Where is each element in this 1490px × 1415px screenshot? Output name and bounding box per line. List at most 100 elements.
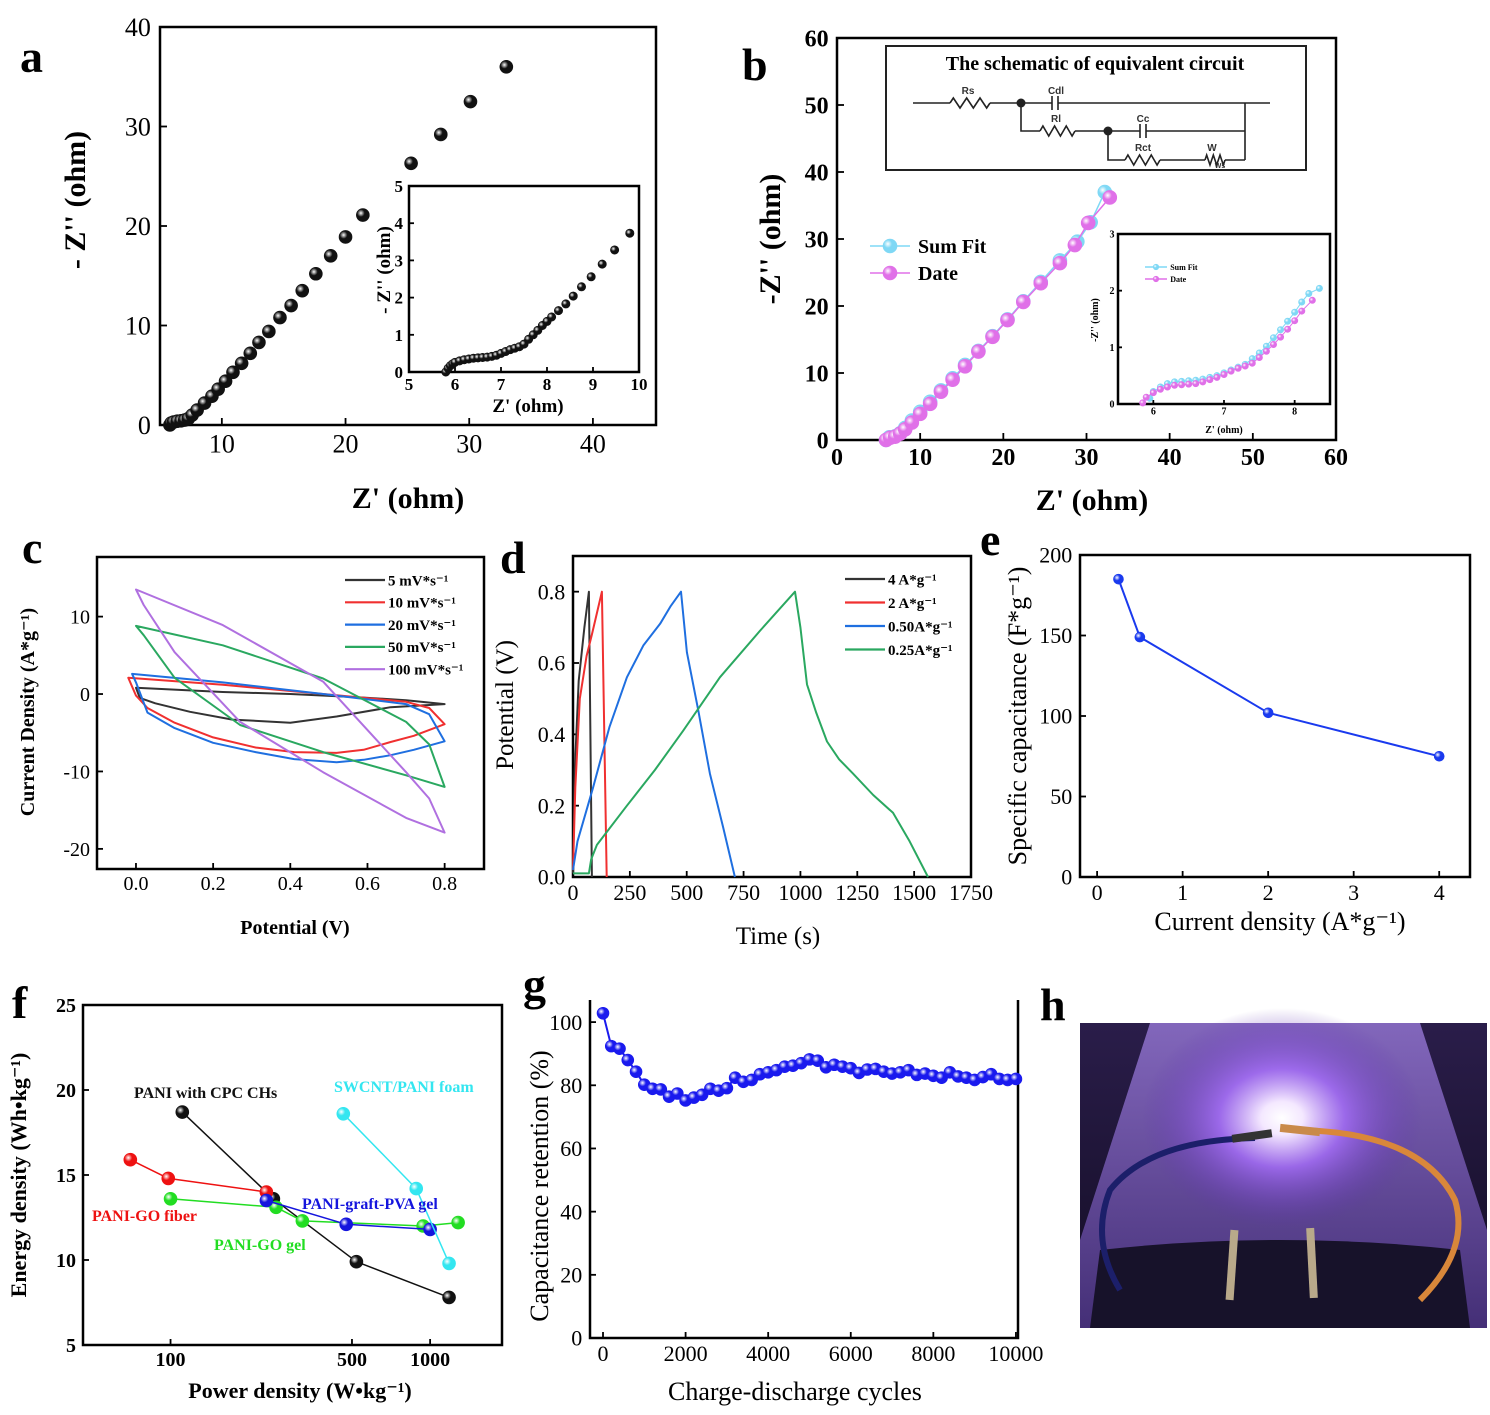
a-data-point [463, 94, 478, 109]
g-retention-point [720, 1081, 734, 1095]
b-y-tick-label: 20 [805, 294, 829, 320]
c-x-tick-label: 0.6 [355, 873, 380, 895]
panel-label-h: h [1040, 979, 1066, 1030]
a-inset-data-point [576, 282, 586, 292]
f-swcnt-pani-point [409, 1181, 424, 1196]
e-y-tick-label: 200 [1039, 543, 1072, 568]
b-x-tick-label: 50 [1241, 445, 1265, 471]
c-100mv-line [135, 588, 446, 834]
d-x-tick-label: 1250 [835, 880, 879, 905]
e-capacitance-point [1433, 750, 1445, 762]
f-pani-go-fiber-point [161, 1171, 176, 1186]
c-series-10mv [127, 676, 446, 754]
d-x-tick-label: 1750 [949, 880, 993, 905]
d-series-050a [572, 590, 736, 878]
g-y-tick-label: 20 [560, 1263, 582, 1288]
g-retention-point [621, 1053, 635, 1067]
a-series-data [163, 60, 514, 432]
b-inset-date-point [1269, 340, 1277, 348]
a-inset-y-tick-label: 1 [395, 326, 404, 345]
a-inset-y-tick-label: 0 [395, 363, 404, 382]
e-series-capacitance [1113, 573, 1445, 762]
f-y-tick-label: 20 [56, 1080, 76, 1102]
a-data-point [309, 266, 323, 281]
a-data-point [404, 156, 418, 171]
b-date-point [957, 358, 973, 374]
g-x-tick-label: 8000 [911, 1341, 955, 1366]
a-inset-data-point [597, 259, 607, 269]
circuit-label-cc: Cc [1137, 114, 1150, 125]
b-y-tick-label: 0 [817, 428, 829, 454]
legend-label: 100 mV*s⁻¹ [388, 662, 463, 678]
legend-label: Date [918, 263, 958, 285]
alligator-clip-left [1225, 1229, 1239, 1301]
a-data-point [295, 283, 310, 298]
circuit-title: The schematic of equivalent circuit [946, 53, 1245, 75]
a-x-tick-label: 20 [333, 429, 359, 458]
f-axes-frame [81, 1003, 504, 1347]
b-inset-date-point [1199, 378, 1207, 386]
b-x-tick-label: 20 [991, 445, 1015, 471]
e-capacitance-point [1134, 631, 1146, 643]
legend-label: 4 A*g⁻¹ [888, 572, 937, 588]
a-data-point [226, 365, 240, 380]
a-y-axis-label: - Z'' (ohm) [59, 131, 92, 269]
f-x-tick-label: 500 [337, 1349, 367, 1371]
a-y-tick-label: 0 [138, 411, 151, 440]
b-date-point [985, 329, 1000, 345]
e-capacitance-line [1117, 578, 1440, 758]
g-x-tick-label: 0 [598, 1341, 609, 1366]
circuit-node [1103, 126, 1113, 136]
b-inset-date-point [1284, 325, 1292, 333]
c-series-5mv [135, 686, 446, 724]
panel-h-photo [1080, 1008, 1487, 1328]
legend-label: 5 mV*s⁻¹ [388, 573, 448, 589]
c-series-20mv [131, 672, 446, 764]
b-date-point [945, 372, 960, 388]
panel-f: 100 500 1000 5 10 15 20 25 Power density (W•kg⁻¹… [6, 995, 504, 1403]
a-data-point [284, 298, 298, 313]
f-x-tick-label: 100 [156, 1349, 186, 1371]
a-inset-x-tick-label: 6 [451, 375, 460, 394]
b-inset-date-point [1149, 389, 1157, 397]
b-inset-date-point [1213, 373, 1221, 381]
b-date-point [1000, 312, 1015, 328]
e-axes-frame [1078, 553, 1472, 879]
a-x-axis-label: Z' (ohm) [352, 482, 465, 515]
b-legend: Sum Fit Date [870, 236, 987, 285]
f-pani-go-gel-point [295, 1214, 310, 1228]
a-y-tick-label: 20 [125, 212, 151, 241]
resistor-rct-symbol [1124, 153, 1161, 167]
f-y-tick-label: 10 [56, 1250, 76, 1272]
d-x-tick-label: 750 [727, 880, 760, 905]
d-x-tick-label: 0 [568, 880, 579, 905]
b-x-tick-label: 60 [1324, 445, 1348, 471]
b-x-tick-label: 10 [908, 445, 932, 471]
b-date-point [1080, 215, 1096, 231]
e-x-tick-label: 4 [1434, 880, 1445, 905]
a-inset-y-tick-label: 2 [395, 289, 404, 308]
f-pani-cpc-point [175, 1105, 190, 1119]
b-inset-axes-frame [1116, 232, 1332, 406]
a-inset-x-axis-label: Z' (ohm) [492, 396, 563, 417]
panel-label-e: e [980, 514, 1000, 565]
d-2a-line [572, 590, 608, 878]
legend-marker [1152, 263, 1160, 271]
b-y-tick-label: 60 [805, 26, 829, 52]
panel-label-b: b [742, 39, 768, 90]
right-wire [1289, 1127, 1462, 1303]
e-y-tick-label: 0 [1061, 865, 1072, 890]
d-y-tick-label: 0.6 [538, 651, 566, 676]
panel-c: 0.0 0.2 0.4 0.6 0.8 -20 -10 0 10 Potential (V) Cur… [17, 555, 486, 939]
b-inset-date-point [1227, 367, 1235, 375]
a-inset-y-tick-label: 3 [395, 251, 404, 270]
a-inset-x-tick-label: 8 [543, 375, 552, 394]
d-y-tick-label: 0.4 [538, 722, 566, 747]
f-pani-go-gel-point [163, 1192, 178, 1206]
f-x-tick-label: 1000 [410, 1349, 450, 1371]
f-pani-go-gel-point [451, 1215, 465, 1230]
c-x-tick-label: 0.8 [432, 873, 457, 895]
g-retention-point [629, 1065, 643, 1079]
legend-label: 2 A*g⁻¹ [888, 596, 937, 612]
